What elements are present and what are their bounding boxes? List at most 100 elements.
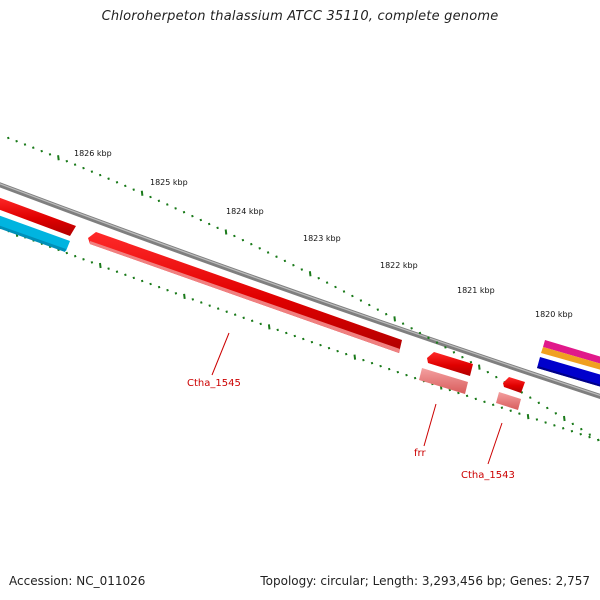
outer-scale-tick <box>157 199 161 203</box>
inner-scale-tick <box>413 376 417 380</box>
inner-scale-tick <box>474 397 478 401</box>
outer-scale-tick <box>520 391 524 394</box>
outer-scale-tick <box>461 355 464 359</box>
inner-scale-tick <box>149 282 152 286</box>
inner-scale-tick <box>396 370 400 374</box>
gene-frr[interactable] <box>427 352 473 376</box>
inner-scale-tick <box>370 361 374 365</box>
genome-summary: Topology: circular; Length: 3,293,456 bp… <box>260 574 590 588</box>
inner-scale-tick <box>336 349 339 353</box>
genome-backbone <box>0 182 600 399</box>
outer-scale-tick <box>216 226 219 230</box>
outer-scale-tick <box>292 263 295 267</box>
inner-scale-tick <box>379 364 382 368</box>
inner-scale-tick <box>208 304 211 307</box>
outer-scale-tick <box>554 412 558 415</box>
inner-scale-tick <box>362 358 365 362</box>
inner-scale-tick <box>344 352 348 356</box>
outer-scale-tick <box>241 238 245 242</box>
outer-scale-tick <box>115 181 119 184</box>
inner-scale-tick <box>174 292 178 295</box>
outer-scale-tick <box>224 229 228 235</box>
inner-scale-tick <box>82 258 85 261</box>
inner-scale-tick <box>99 262 102 269</box>
scale-label-1820: 1820 kbp <box>535 310 573 319</box>
outer-scale-tick <box>199 218 203 222</box>
outer-scale-tick <box>342 290 346 293</box>
inner-scale-tick <box>216 307 220 310</box>
gene-left-cyan[interactable] <box>0 214 70 251</box>
inner-scale-tick <box>387 367 391 371</box>
gene-right-blue[interactable] <box>537 357 600 388</box>
outer-scale-tick <box>563 415 566 422</box>
accession-text: Accession: NC_011026 <box>9 574 146 588</box>
outer-scale-tick <box>529 396 532 399</box>
inner-scale-tick <box>405 373 408 377</box>
outer-scale-tick <box>308 271 312 277</box>
outer-scale-tick <box>98 173 102 177</box>
outer-scale-tick <box>233 234 236 238</box>
outer-scale-tick <box>32 146 35 149</box>
inner-scale-ticks <box>0 226 600 442</box>
inner-scale-tick <box>73 254 77 258</box>
gene-features <box>0 196 600 410</box>
outer-scale-tick <box>452 351 456 354</box>
outer-scale-tick <box>334 285 337 289</box>
outer-scale-tick <box>401 322 405 325</box>
outer-scale-tick <box>384 312 388 316</box>
outer-scale-tick <box>351 294 354 298</box>
inner-scale-tick <box>570 429 574 433</box>
outer-scale-tick <box>191 214 194 218</box>
outer-scale-tick <box>317 276 320 280</box>
outer-scale-tick <box>57 155 60 161</box>
outer-scale-tick <box>149 195 152 199</box>
scale-labels: 1826 kbp 1825 kbp 1824 kbp 1823 kbp 1822… <box>74 149 573 319</box>
gene-left-red[interactable] <box>0 196 76 236</box>
outer-scale-tick <box>7 136 10 140</box>
inner-scale-tick <box>561 427 565 430</box>
outer-scale-tick <box>376 308 380 311</box>
inner-scale-tick <box>276 328 279 332</box>
outer-scale-tick <box>469 360 473 364</box>
inner-scale-tick <box>90 261 94 264</box>
inner-scale-tick <box>166 288 169 292</box>
outer-scale-tick <box>410 327 413 330</box>
outer-scale-tick <box>107 177 110 180</box>
outer-scale-tick <box>359 299 363 302</box>
inner-scale-tick <box>200 301 203 304</box>
inner-scale-tick <box>353 354 357 360</box>
inner-scale-tick <box>518 412 521 415</box>
inner-scale-tick <box>500 406 504 409</box>
outer-scale-tick <box>325 281 329 284</box>
gene-right-magenta[interactable] <box>543 340 600 365</box>
gene-ctha-1543[interactable] <box>503 377 525 393</box>
outer-scale-tick <box>444 346 447 349</box>
outer-scale-tick <box>73 163 77 166</box>
outer-scale-tick <box>258 247 261 250</box>
inner-scale-tick <box>107 267 110 270</box>
outer-scale-tick <box>90 170 94 173</box>
outer-scale-tick <box>418 331 422 335</box>
scale-label-1826: 1826 kbp <box>74 149 112 158</box>
outer-scale-tick <box>124 184 127 188</box>
gene-right-orange[interactable] <box>541 347 600 371</box>
inner-scale-tick <box>327 346 331 350</box>
outer-scale-tick <box>427 336 430 340</box>
inner-scale-tick <box>579 432 582 436</box>
outer-scale-tick <box>65 159 69 163</box>
gene-label-ctha-1545: Ctha_1545 <box>187 378 241 389</box>
inner-scale-tick <box>191 298 195 301</box>
scale-label-1823: 1823 kbp <box>303 234 341 243</box>
outer-scale-tick <box>283 259 287 263</box>
outer-scale-tick <box>182 210 186 214</box>
outer-scale-tick <box>82 166 85 170</box>
outer-scale-tick <box>250 242 253 246</box>
outer-scale-tick <box>368 303 371 307</box>
inner-scale-tick <box>285 331 288 335</box>
inner-scale-tick <box>448 388 452 392</box>
genome-title: Chloroherpeton thalassium ATCC 35110, co… <box>101 9 499 24</box>
inner-scale-tick <box>183 293 186 300</box>
inner-scale-tick <box>310 340 314 344</box>
outer-scale-ticks <box>7 136 600 442</box>
outer-scale-tick <box>393 316 396 322</box>
